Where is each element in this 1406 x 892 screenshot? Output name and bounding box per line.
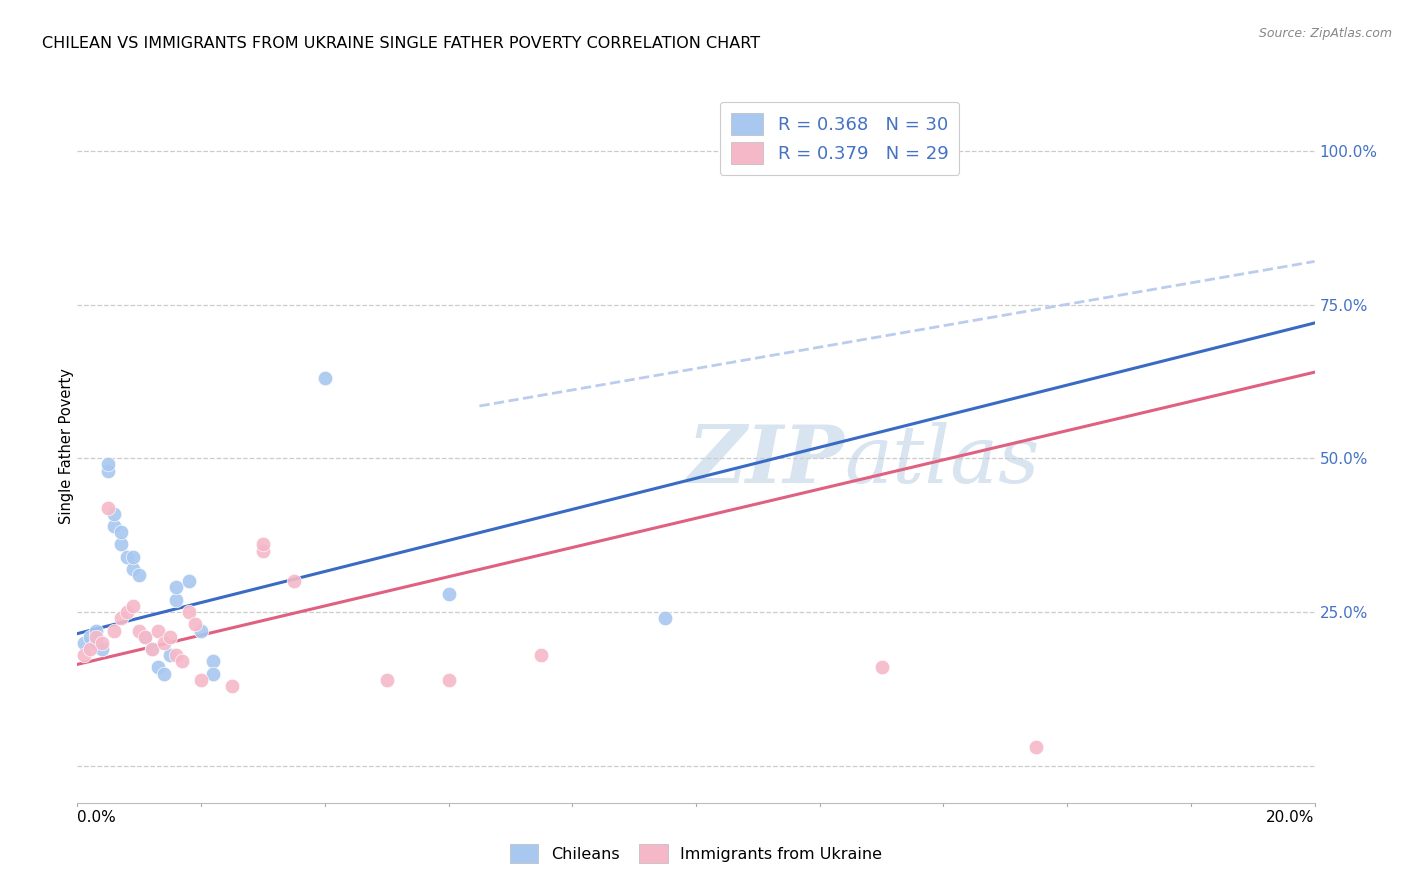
Point — [97, 464, 120, 478]
Point — [159, 648, 181, 662]
Point — [134, 630, 156, 644]
Legend: Chileans, Immigrants from Ukraine: Chileans, Immigrants from Ukraine — [503, 838, 889, 870]
Point — [122, 549, 145, 564]
Point — [159, 630, 181, 644]
Point — [115, 549, 138, 564]
Point — [72, 648, 94, 662]
Point — [115, 605, 138, 619]
Point — [202, 654, 225, 668]
Point — [530, 648, 553, 662]
Point — [153, 666, 176, 681]
Point — [134, 630, 156, 644]
Point — [870, 660, 893, 674]
Point — [97, 500, 120, 515]
Point — [128, 624, 150, 638]
Point — [165, 648, 187, 662]
Point — [91, 642, 114, 657]
Point — [870, 144, 893, 158]
Point — [314, 371, 336, 385]
Point — [375, 673, 398, 687]
Point — [153, 636, 176, 650]
Text: ZIP: ZIP — [688, 422, 845, 499]
Text: atlas: atlas — [845, 422, 1040, 499]
Point — [110, 611, 132, 625]
Point — [283, 574, 305, 589]
Point — [190, 673, 212, 687]
Point — [84, 636, 107, 650]
Point — [165, 581, 187, 595]
Point — [654, 611, 676, 625]
Point — [110, 525, 132, 540]
Point — [190, 624, 212, 638]
Point — [103, 624, 125, 638]
Y-axis label: Single Father Poverty: Single Father Poverty — [59, 368, 73, 524]
Text: 0.0%: 0.0% — [77, 810, 117, 825]
Point — [184, 617, 207, 632]
Point — [84, 630, 107, 644]
Point — [103, 507, 125, 521]
Point — [177, 574, 200, 589]
Point — [122, 599, 145, 613]
Point — [437, 673, 460, 687]
Point — [221, 679, 243, 693]
Point — [202, 666, 225, 681]
Point — [252, 537, 274, 551]
Point — [84, 624, 107, 638]
Point — [1025, 740, 1047, 755]
Point — [122, 562, 145, 576]
Text: 20.0%: 20.0% — [1267, 810, 1315, 825]
Point — [172, 654, 194, 668]
Point — [177, 605, 200, 619]
Point — [437, 587, 460, 601]
Point — [91, 636, 114, 650]
Point — [252, 543, 274, 558]
Point — [72, 636, 94, 650]
Point — [146, 660, 169, 674]
Point — [103, 519, 125, 533]
Point — [128, 568, 150, 582]
Point — [79, 630, 101, 644]
Point — [79, 642, 101, 657]
Text: Source: ZipAtlas.com: Source: ZipAtlas.com — [1258, 27, 1392, 40]
Point — [110, 537, 132, 551]
Point — [146, 624, 169, 638]
Point — [97, 458, 120, 472]
Point — [141, 642, 163, 657]
Point — [165, 592, 187, 607]
Point — [141, 642, 163, 657]
Text: CHILEAN VS IMMIGRANTS FROM UKRAINE SINGLE FATHER POVERTY CORRELATION CHART: CHILEAN VS IMMIGRANTS FROM UKRAINE SINGL… — [42, 36, 761, 51]
